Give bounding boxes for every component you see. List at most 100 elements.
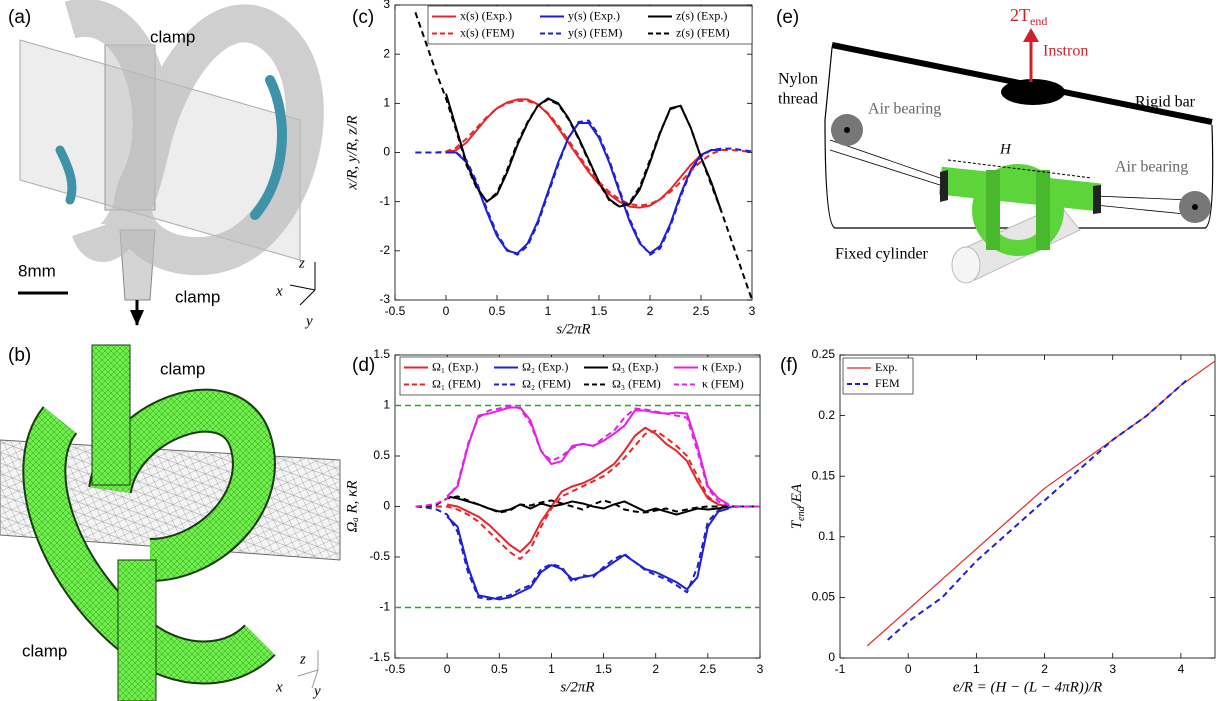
x-tick-label: 2.5 <box>700 662 717 676</box>
x-tick-label: -1 <box>835 662 846 676</box>
legend-label: x(s) (Exp.) <box>460 8 512 22</box>
series-line <box>415 429 760 561</box>
x-tick-label: 0.5 <box>489 304 506 318</box>
panel-label: (f) <box>780 355 798 376</box>
y-tick-label: -2 <box>379 243 390 257</box>
panel-label: (d) <box>352 355 375 376</box>
series-line <box>887 378 1189 641</box>
panel-label: (c) <box>352 7 374 28</box>
annotation: Nylon <box>778 71 818 88</box>
y-tick-label: -1.5 <box>369 650 390 664</box>
force-label: 2Tend <box>1010 5 1047 28</box>
x-tick-label: 4 <box>1178 662 1185 676</box>
grip <box>1001 79 1065 105</box>
y-tick-label: -3 <box>379 292 390 306</box>
panel-a: (a) clamp clamp 8mm z x y <box>8 0 324 329</box>
y-tick-label: -0.5 <box>369 549 390 563</box>
x-tick-label: 3 <box>757 662 764 676</box>
annotation: H <box>999 141 1012 157</box>
dimension <box>947 159 1093 179</box>
axis-label: y <box>304 313 313 329</box>
y-tick-label: 0 <box>383 145 390 159</box>
annotation: clamp <box>150 27 195 46</box>
legend-label: FEM <box>875 376 900 390</box>
annotation: Instron <box>1043 43 1088 60</box>
legend-label: Ω₃ (FEM) <box>612 376 661 390</box>
x-tick-label: 2 <box>652 662 659 676</box>
x-tick-label: 1.5 <box>591 304 608 318</box>
y-tick-label: -1 <box>379 600 390 614</box>
x-tick-label: -0.5 <box>385 662 406 676</box>
x-tick-label: 0 <box>443 304 450 318</box>
y-tick-label: 0.2 <box>818 408 835 422</box>
legend-label: z(s) (Exp.) <box>676 8 727 22</box>
panel-e: (e) 2Tend Instron Nylon thread Air beari… <box>776 5 1214 284</box>
x-tick-label: 1 <box>548 662 555 676</box>
contact-region <box>55 145 77 205</box>
panel-label: (b) <box>8 345 31 366</box>
y-tick-label: 0.05 <box>812 590 836 604</box>
y-tick-label: 0 <box>383 499 390 513</box>
series-line <box>445 98 722 209</box>
legend-label: κ (Exp.) <box>702 359 741 373</box>
y-tick-label: 3 <box>383 0 390 11</box>
y-tick-label: 0.1 <box>818 529 835 543</box>
axis-label: z <box>298 255 305 271</box>
legend-label: Ω₂ (Exp.) <box>522 359 568 373</box>
legend-label: y(s) (FEM) <box>568 25 622 39</box>
y-tick-label: 2 <box>383 46 390 60</box>
panel-label: (a) <box>8 7 31 28</box>
annotation: Air bearing <box>868 101 941 118</box>
legend-label: z(s) (FEM) <box>676 25 730 39</box>
axis-label: x <box>275 679 283 695</box>
series-line <box>415 495 760 514</box>
x-tick-label: -0.5 <box>385 304 406 318</box>
legend-box <box>427 5 753 45</box>
y-axis-label: Ωₐ R, κR <box>344 480 360 532</box>
knot <box>986 170 1050 250</box>
axis-label: y <box>312 683 321 699</box>
fixed-cylinder <box>951 246 981 284</box>
series-line <box>446 406 730 506</box>
plot-frame <box>839 354 1216 659</box>
annotation: clamp <box>22 641 67 660</box>
panel-label: (e) <box>776 7 799 28</box>
legend-label: Ω₃ (Exp.) <box>612 359 658 373</box>
nylon-thread <box>829 139 1196 216</box>
y-tick-label: 0.15 <box>812 468 836 482</box>
force-label-sub: end <box>1030 14 1047 28</box>
x-tick-label: 0.5 <box>491 662 508 676</box>
force-arrow <box>1023 28 1039 42</box>
series-line <box>415 404 760 508</box>
legend-label: y(s) (Exp.) <box>568 8 620 22</box>
clamp-strand <box>91 344 131 486</box>
x-tick-label: 1 <box>973 662 980 676</box>
axis-label: z <box>299 651 306 667</box>
air-bearing <box>844 127 850 133</box>
series-line <box>415 505 760 601</box>
x-axis-label: s/2πR <box>560 679 594 695</box>
x-axis-label: e/R = (H − (L − 4πR))/R <box>953 679 1102 695</box>
series-line <box>415 119 753 256</box>
axis-triad <box>297 650 319 689</box>
legend-label: Ω₁ (FEM) <box>432 376 481 390</box>
y-axis-label: /EA <box>789 483 805 507</box>
clamp-strand <box>117 559 157 701</box>
y-tick-label: 0 <box>828 650 835 664</box>
series-line <box>414 12 753 301</box>
annotation: Fixed cylinder <box>835 246 929 263</box>
x-tick-label: 3 <box>749 304 756 318</box>
y-tick-label: 0.25 <box>812 347 836 361</box>
x-tick-label: 2 <box>1041 662 1048 676</box>
y-tick-label: 0.5 <box>373 448 390 462</box>
scale-label: 8mm <box>18 261 56 280</box>
series-line <box>446 507 729 601</box>
series-line <box>446 426 729 553</box>
legend-label: Exp. <box>875 360 897 374</box>
x-tick-label: 2 <box>647 304 654 318</box>
clamp-arrow <box>130 310 144 326</box>
x-axis-label: s/2πR <box>556 321 590 337</box>
legend-label: Ω₂ (FEM) <box>522 376 571 390</box>
